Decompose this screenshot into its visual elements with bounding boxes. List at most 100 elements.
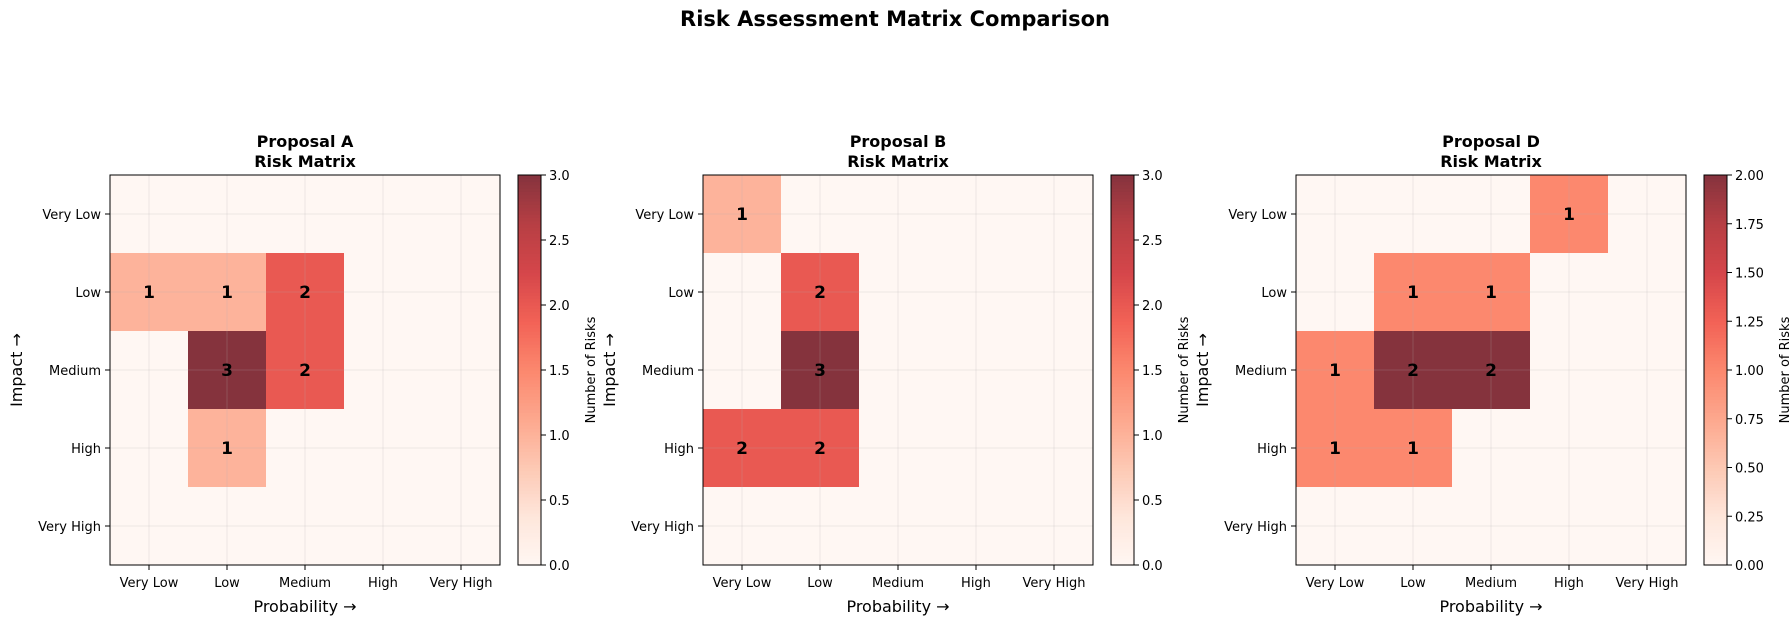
heatmap-cell [110, 175, 189, 254]
colorbar-segment [518, 233, 541, 238]
colorbar-segment [518, 389, 541, 394]
colorbar-segment [1111, 470, 1134, 475]
colorbar-segment [518, 435, 541, 439]
colorbar-segment [518, 379, 541, 384]
y-tick-label: Very High [631, 520, 694, 535]
colorbar-segment [1704, 542, 1727, 547]
panel-a-cells [110, 175, 501, 566]
colorbar-segment [518, 285, 541, 290]
colorbar-segment [1704, 272, 1727, 277]
colorbar-segment [1111, 542, 1134, 547]
colorbar-segment [518, 194, 541, 199]
heatmap-cell [1296, 487, 1375, 566]
colorbar-segment [518, 409, 541, 413]
colorbar-segment [1704, 292, 1727, 296]
x-tick-label: Very Low [713, 576, 772, 591]
y-tick-label: Low [75, 286, 101, 301]
colorbar-segment [518, 405, 541, 410]
colorbar-segment [1704, 191, 1727, 196]
colorbar-segment [518, 344, 541, 348]
cell-value-label: 2 [814, 283, 826, 303]
colorbar-segment [518, 519, 541, 524]
heatmap-cell [266, 331, 345, 410]
panel-b: Proposal B Risk Matrix 1 2 3 2 2 Very Low Low Med… [600, 132, 1192, 616]
colorbar-segment [1111, 347, 1134, 352]
colorbar-segment [1111, 353, 1134, 358]
y-tick-label: Low [668, 286, 694, 301]
cell-value-label: 1 [1407, 439, 1419, 459]
panel-a-colorbar: 0.0 0.5 1.0 1.5 2.0 2.5 3.0 Number of Risks [517, 169, 599, 574]
colorbar-segment [1704, 246, 1727, 251]
colorbar-segment [1111, 275, 1134, 280]
colorbar-segment [1704, 383, 1727, 387]
colorbar-segment [1704, 451, 1727, 456]
colorbar-segment [1704, 253, 1727, 257]
colorbar-segment [1111, 509, 1134, 514]
colorbar-segment [518, 490, 541, 495]
colorbar-segment [1111, 389, 1134, 394]
colorbar-segment [1111, 214, 1134, 218]
colorbar-segment [1111, 210, 1134, 215]
colorbar-tick-label: 3.0 [549, 169, 570, 184]
colorbar-segment [1704, 363, 1727, 368]
colorbar-segment [1704, 412, 1727, 417]
colorbar-segment [1111, 233, 1134, 238]
colorbar-segment [518, 214, 541, 218]
y-tick-label: Very High [38, 520, 101, 535]
cell-value-label: 2 [1485, 361, 1497, 381]
colorbar-segment [1111, 506, 1134, 511]
colorbar-segment [1111, 386, 1134, 391]
colorbar-segment [1704, 220, 1727, 225]
colorbar-tick-label: 2.0 [1142, 299, 1163, 314]
panel-a-cell-labels: 1 1 2 3 2 1 [143, 283, 311, 459]
colorbar-segment [1111, 272, 1134, 277]
panel-d-ylabel: Impact → [1193, 333, 1212, 407]
colorbar-segment [518, 324, 541, 329]
colorbar-segment [1704, 431, 1727, 436]
colorbar-segment [1111, 496, 1134, 501]
colorbar-segment [518, 357, 541, 361]
colorbar-segment [1704, 308, 1727, 313]
heatmap-cell [937, 331, 1016, 410]
colorbar-segment [1704, 493, 1727, 498]
panel-b-colorbar: 0.0 0.5 1.0 1.5 2.0 2.5 3.0 Number of Risks [1110, 169, 1192, 574]
colorbar-segment [1111, 477, 1134, 482]
colorbar-segment [1111, 467, 1134, 472]
colorbar-segment [1111, 282, 1134, 287]
colorbar-label: Number of Risks [1778, 316, 1790, 423]
heatmap-cell [703, 331, 782, 410]
colorbar-segment [1704, 470, 1727, 475]
colorbar-tick-label: 0.0 [549, 559, 570, 574]
colorbar-tick-label: 0.75 [1735, 413, 1764, 428]
colorbar-segment [518, 178, 541, 183]
colorbar-segment [518, 256, 541, 261]
x-tick-label: High [961, 576, 991, 591]
colorbar-segment [1111, 435, 1134, 439]
colorbar-segment [518, 480, 541, 485]
heatmap-cell [344, 331, 423, 410]
x-tick-label: High [368, 576, 398, 591]
panels: Proposal A Risk Matrix 1 1 2 3 2 1 Very Low Low Me… [7, 132, 1790, 616]
colorbar-segment [1111, 360, 1134, 365]
x-tick-label: Very Low [120, 576, 179, 591]
heatmap-cell [781, 175, 860, 254]
colorbar-tick-label: 0.5 [549, 494, 570, 509]
heatmap-cell [1530, 487, 1609, 566]
colorbar-segment [518, 516, 541, 521]
colorbar-segment [1111, 175, 1134, 179]
colorbar-segment [1704, 321, 1727, 326]
colorbar-segment [1704, 392, 1727, 397]
colorbar-segment [1704, 178, 1727, 183]
colorbar-segment [1704, 256, 1727, 261]
cell-value-label: 1 [736, 205, 748, 225]
colorbar-segment [518, 461, 541, 465]
colorbar-segment [1704, 197, 1727, 202]
colorbar-tick-label: 1.00 [1735, 364, 1764, 379]
colorbar-segment [1111, 292, 1134, 296]
heatmap-cell [1296, 253, 1375, 332]
x-tick-label: Medium [279, 576, 331, 591]
colorbar-segment [1704, 389, 1727, 394]
colorbar-segment [1111, 396, 1134, 400]
colorbar-segment [518, 292, 541, 296]
colorbar-segment [1704, 223, 1727, 228]
